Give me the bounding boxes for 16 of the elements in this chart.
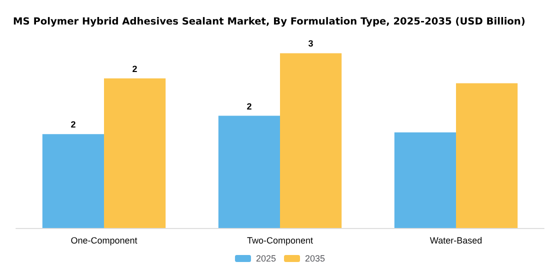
data-label: 2 bbox=[70, 120, 76, 130]
bar bbox=[218, 116, 280, 228]
legend-label: 2035 bbox=[305, 254, 326, 264]
x-tick-label: Two-Component bbox=[246, 236, 314, 246]
data-label: 2 bbox=[132, 64, 138, 74]
data-label: 2 bbox=[246, 101, 252, 112]
bar bbox=[42, 134, 104, 228]
legend-label: 2025 bbox=[256, 254, 276, 264]
bar bbox=[456, 83, 518, 228]
bar bbox=[394, 132, 456, 228]
bar bbox=[280, 53, 342, 228]
x-tick-label: Water-Based bbox=[430, 236, 482, 246]
chart-title: MS Polymer Hybrid Adhesives Sealant Market, By Formulation Type, 2025-2035 (USD Billion) bbox=[13, 16, 526, 28]
bar bbox=[104, 78, 166, 228]
data-label: 3 bbox=[308, 38, 314, 49]
x-tick-label: One-Component bbox=[70, 236, 138, 246]
